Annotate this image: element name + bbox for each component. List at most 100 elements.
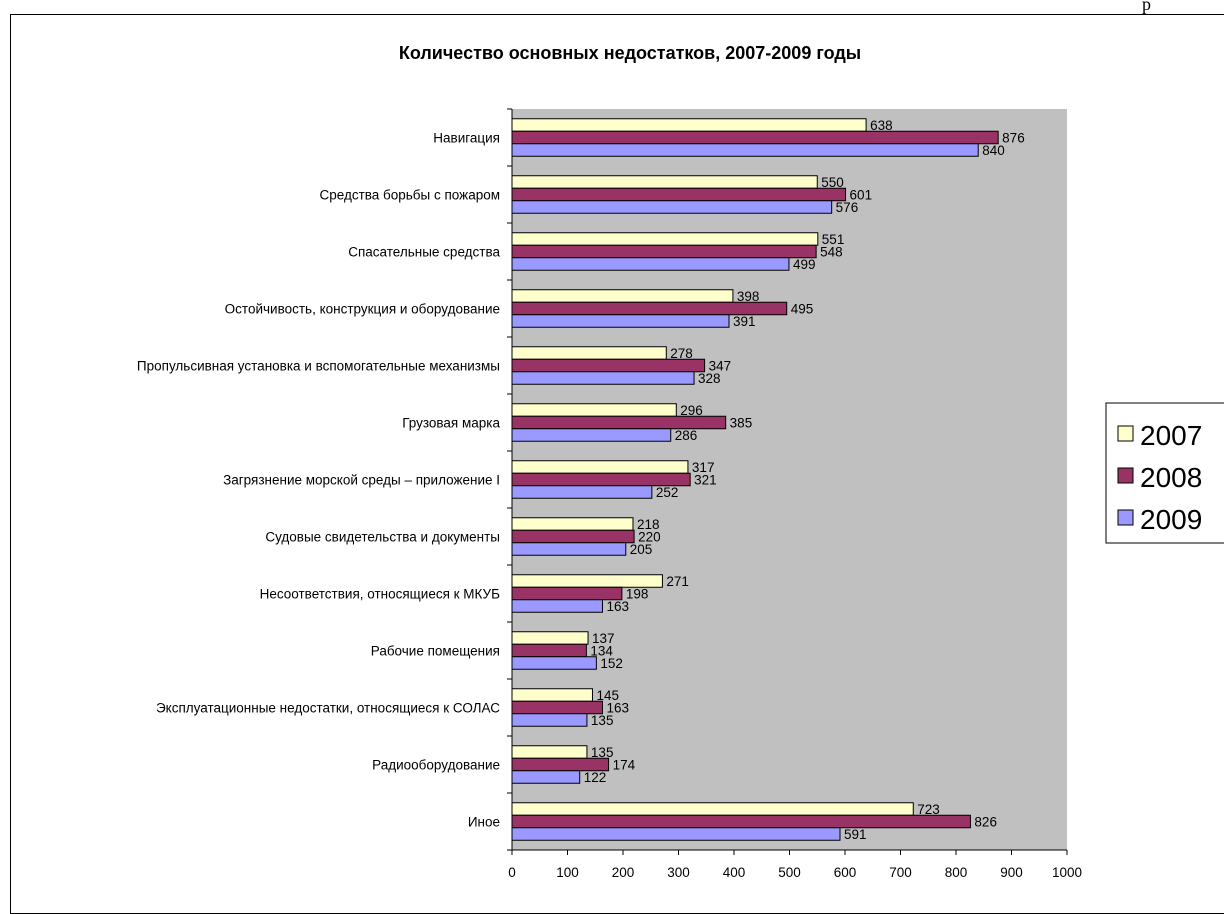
data-label: 286 <box>675 428 698 443</box>
x-tick-label: 1000 <box>1052 865 1082 880</box>
legend: 2007 2008 2009 <box>1105 402 1224 544</box>
x-tick-label: 200 <box>612 865 635 880</box>
bar-2008 <box>511 358 706 373</box>
bar-2008 <box>511 130 999 145</box>
data-label: 163 <box>606 599 629 614</box>
legend-swatch-2008 <box>1117 467 1134 484</box>
data-label: 550 <box>821 175 844 190</box>
category-label: Эксплуатационные недостатки, относящиеся… <box>156 701 500 716</box>
bar-2009 <box>511 314 730 328</box>
bar-2007 <box>511 802 914 816</box>
bar-2008 <box>511 187 847 202</box>
data-label: 145 <box>596 688 619 703</box>
bar-2009 <box>511 257 790 271</box>
bar-2007 <box>511 118 867 132</box>
data-label: 391 <box>733 314 756 329</box>
bar-2009 <box>511 428 672 442</box>
category-label: Несоответствия, относящиеся к МКУБ <box>260 587 501 602</box>
bar-2007 <box>511 688 593 702</box>
x-tick-label: 400 <box>723 865 746 880</box>
data-label: 591 <box>844 827 867 842</box>
category-label: Рабочие помещения <box>371 644 500 659</box>
data-label: 317 <box>692 460 715 475</box>
data-label: 876 <box>1002 130 1025 145</box>
bar-2009 <box>511 713 588 727</box>
data-label: 220 <box>638 529 661 544</box>
data-label: 576 <box>836 200 859 215</box>
bar-2007 <box>511 517 634 531</box>
bar-2008 <box>511 586 623 601</box>
bar-2009 <box>511 542 627 556</box>
bar-2007 <box>511 460 689 474</box>
data-label: 278 <box>670 346 693 361</box>
legend-label: 2008 <box>1140 462 1202 493</box>
data-label: 198 <box>626 586 649 601</box>
x-tick-label: 900 <box>1000 865 1023 880</box>
data-label: 826 <box>974 814 997 829</box>
bar-2008 <box>511 529 635 544</box>
bar-2007 <box>511 289 734 303</box>
x-tick-label: 800 <box>945 865 968 880</box>
category-label: Судовые свидетельства и документы <box>265 530 500 545</box>
data-label: 495 <box>791 301 814 316</box>
category-label: Пропульсивная установка и вспомогательны… <box>137 359 500 374</box>
data-label: 137 <box>592 631 615 646</box>
category-label: Навигация <box>433 131 500 146</box>
legend-swatch-2007 <box>1117 425 1134 442</box>
data-label: 638 <box>870 118 893 133</box>
data-label: 122 <box>584 770 607 785</box>
data-label: 723 <box>917 802 940 817</box>
data-label: 321 <box>694 472 717 487</box>
x-tick-label: 700 <box>889 865 912 880</box>
bar-2007 <box>511 631 589 645</box>
data-label: 398 <box>737 289 760 304</box>
data-label: 252 <box>656 485 679 500</box>
data-label: 152 <box>600 656 623 671</box>
legend-label: 2007 <box>1140 420 1202 451</box>
data-label: 601 <box>850 187 873 202</box>
x-tick-label: 300 <box>667 865 690 880</box>
bar-2009 <box>511 599 603 613</box>
x-tick-label: 500 <box>778 865 801 880</box>
category-label: Радиооборудование <box>372 758 500 773</box>
data-label: 296 <box>680 403 703 418</box>
data-label: 347 <box>709 358 732 373</box>
bar-2009 <box>511 827 841 841</box>
data-label: 328 <box>698 371 721 386</box>
bar-2009 <box>511 485 653 499</box>
data-label: 135 <box>591 713 614 728</box>
category-label: Иное <box>468 815 500 830</box>
data-label: 163 <box>606 700 629 715</box>
bar-2008 <box>511 244 817 259</box>
bar-2008 <box>511 814 971 829</box>
x-tick-label: 100 <box>556 865 579 880</box>
category-label: Грузовая марка <box>402 416 500 431</box>
category-label: Загрязнение морской среды – приложение I <box>223 473 500 488</box>
bar-2008 <box>511 700 603 715</box>
bar-2007 <box>511 232 819 246</box>
data-label: 134 <box>590 643 613 658</box>
data-label: 271 <box>666 574 689 589</box>
bar-2007 <box>511 403 677 417</box>
bar-2008 <box>511 643 587 658</box>
data-label: 205 <box>630 542 653 557</box>
data-label: 385 <box>730 415 753 430</box>
bar-2009 <box>511 143 979 157</box>
bar-2009 <box>511 200 833 214</box>
legend-swatch-2009 <box>1117 509 1134 526</box>
bar-2009 <box>511 371 695 385</box>
data-label: 548 <box>820 244 843 259</box>
x-tick-label: 600 <box>834 865 857 880</box>
axis-layer: Навигация Средства борьбы с пожаром Спасат… <box>137 108 1082 880</box>
bar-2009 <box>511 770 581 784</box>
page-number-fragment: р <box>1142 0 1151 14</box>
data-label: 551 <box>822 232 845 247</box>
bar-2007 <box>511 745 588 759</box>
category-label: Остойчивость, конструкция и оборудование <box>225 302 500 317</box>
bar-2007 <box>511 346 667 360</box>
data-label: 499 <box>793 257 816 272</box>
legend-label: 2009 <box>1140 504 1202 535</box>
data-label: 174 <box>613 757 636 772</box>
data-label: 840 <box>982 143 1005 158</box>
